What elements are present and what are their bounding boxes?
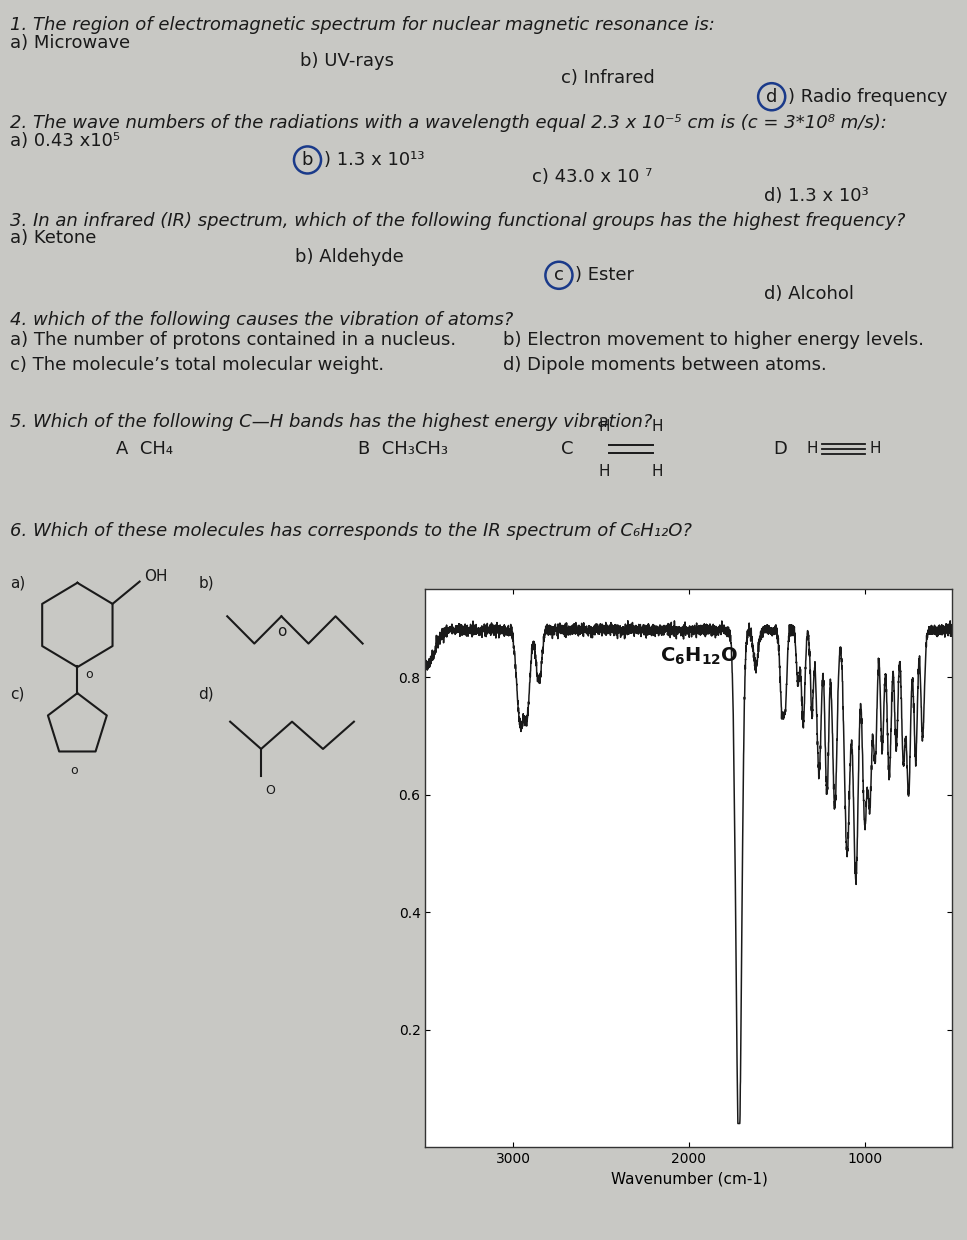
Text: b): b) xyxy=(198,575,214,590)
Text: 2. The wave numbers of the radiations with a wavelength equal 2.3 x 10⁻⁵ cm is (: 2. The wave numbers of the radiations wi… xyxy=(10,114,887,131)
Text: a) The number of protons contained in a nucleus.: a) The number of protons contained in a … xyxy=(10,331,455,348)
Text: OH: OH xyxy=(144,569,168,584)
Text: H: H xyxy=(869,441,881,456)
Text: o: o xyxy=(71,764,78,776)
Text: H: H xyxy=(652,464,663,479)
Text: c) Infrared: c) Infrared xyxy=(561,69,655,87)
Text: H: H xyxy=(599,419,610,434)
Text: b) UV-rays: b) UV-rays xyxy=(300,52,394,69)
Text: ) Radio frequency: ) Radio frequency xyxy=(788,88,948,105)
Text: ) 1.3 x 10¹³: ) 1.3 x 10¹³ xyxy=(324,151,425,169)
Text: c): c) xyxy=(10,687,24,702)
Text: b) Electron movement to higher energy levels.: b) Electron movement to higher energy le… xyxy=(503,331,923,348)
Text: a) 0.43 x10⁵: a) 0.43 x10⁵ xyxy=(10,133,120,150)
Text: a): a) xyxy=(10,575,25,590)
Text: c) The molecule’s total molecular weight.: c) The molecule’s total molecular weight… xyxy=(10,356,384,373)
Text: c) 43.0 x 10 ⁷: c) 43.0 x 10 ⁷ xyxy=(532,169,652,186)
Text: b: b xyxy=(302,151,313,169)
Text: D: D xyxy=(774,440,787,458)
Text: a) Ketone: a) Ketone xyxy=(10,229,96,247)
Text: H: H xyxy=(652,419,663,434)
Text: 1. The region of electromagnetic spectrum for nuclear magnetic resonance is:: 1. The region of electromagnetic spectru… xyxy=(10,16,715,33)
X-axis label: Wavenumber (cm-1): Wavenumber (cm-1) xyxy=(610,1172,768,1187)
Text: 4. which of the following causes the vibration of atoms?: 4. which of the following causes the vib… xyxy=(10,311,513,329)
Text: O: O xyxy=(265,784,275,796)
Text: d): d) xyxy=(198,687,214,702)
Text: A  CH₄: A CH₄ xyxy=(116,440,173,458)
Text: o: o xyxy=(85,668,93,681)
Text: c: c xyxy=(554,267,564,284)
Text: 3. In an infrared (IR) spectrum, which of the following functional groups has th: 3. In an infrared (IR) spectrum, which o… xyxy=(10,212,905,229)
Text: H: H xyxy=(806,441,818,456)
Text: ) Ester: ) Ester xyxy=(575,267,634,284)
Text: 6. Which of these molecules has corresponds to the IR spectrum of C₆H₁₂O?: 6. Which of these molecules has correspo… xyxy=(10,522,691,539)
Text: 5. Which of the following C—H bands has the highest energy vibration?: 5. Which of the following C—H bands has … xyxy=(10,413,652,430)
Text: b) Aldehyde: b) Aldehyde xyxy=(295,248,403,265)
Text: C: C xyxy=(561,440,573,458)
Text: o: o xyxy=(277,624,286,639)
Text: d) Alcohol: d) Alcohol xyxy=(764,285,854,303)
Text: H: H xyxy=(599,464,610,479)
Text: d) 1.3 x 10³: d) 1.3 x 10³ xyxy=(764,187,868,205)
Text: B  CH₃CH₃: B CH₃CH₃ xyxy=(358,440,448,458)
Text: $\mathregular{C_6H_{12}O}$: $\mathregular{C_6H_{12}O}$ xyxy=(660,645,739,667)
Text: d) Dipole moments between atoms.: d) Dipole moments between atoms. xyxy=(503,356,827,373)
Text: a) Microwave: a) Microwave xyxy=(10,35,130,52)
Text: d: d xyxy=(766,88,777,105)
